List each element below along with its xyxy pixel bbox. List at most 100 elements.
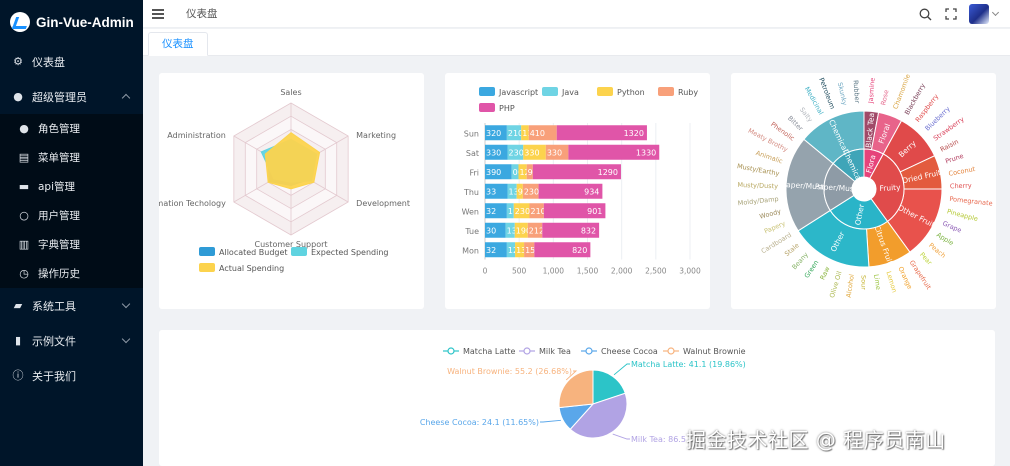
- legend-swatch: [479, 103, 495, 112]
- bar-segment: [485, 222, 506, 238]
- sidebar-item-label: api管理: [38, 181, 76, 193]
- pie-slice: [569, 392, 628, 439]
- bar-segment: [506, 203, 514, 219]
- fullscreen-icon[interactable]: [941, 4, 961, 24]
- sunburst-outer-label: Musty/Earthy: [736, 162, 780, 178]
- bar-data-label: 230: [509, 148, 524, 157]
- user-icon: ●: [13, 89, 23, 103]
- legend-label: Java: [561, 88, 579, 97]
- bar-segment: [521, 125, 529, 141]
- sidebar-item-user-management[interactable]: ○ 用户管理: [0, 201, 143, 230]
- search-icon[interactable]: [915, 4, 935, 24]
- bar-segment: [515, 242, 525, 258]
- sidebar-item-about-us[interactable]: ⓘ 关于我们: [0, 358, 143, 393]
- sidebar-item-label: 示例文件: [32, 334, 76, 348]
- bar-data-label: 330: [547, 148, 562, 157]
- chevron-down-icon[interactable]: [991, 8, 1000, 17]
- sunburst-inner-segment: [832, 148, 865, 183]
- bar-segment: [506, 242, 516, 258]
- bar-segment: [507, 144, 524, 160]
- bar-data-label: 330: [524, 148, 539, 157]
- sidebar-item-label: 超级管理员: [32, 90, 87, 104]
- sidebar-item-system-tools[interactable]: ▰ 系统工具: [0, 288, 143, 323]
- bar-segment: [506, 125, 522, 141]
- pie-label-line: [540, 419, 561, 423]
- sunburst-inner-label: Flora: [864, 154, 877, 174]
- bar-data-label: 410: [530, 129, 545, 138]
- stacked-bar-chart: 05001,0001,5002,0002,5003,000Sun32021011…: [462, 87, 701, 276]
- app-logo[interactable]: Gin-Vue-Admin: [0, 0, 143, 44]
- bar-data-label: 134: [509, 187, 524, 196]
- avatar-icon: ●: [19, 121, 29, 135]
- sidebar-item-menu-management[interactable]: ▤ 菜单管理: [0, 143, 143, 172]
- bar-segment: [524, 242, 535, 258]
- menu-list-icon: ▤: [18, 150, 30, 164]
- legend-label: Expected Spending: [311, 248, 388, 257]
- bar-segment: [485, 164, 512, 180]
- bar-data-label: 90: [528, 168, 538, 177]
- legend-swatch: [291, 247, 307, 256]
- monitor-icon: ▬: [18, 179, 30, 193]
- legend-swatch: [542, 87, 558, 96]
- sunburst-inner-segment: [829, 194, 889, 230]
- logo-icon: [10, 12, 30, 32]
- legend-marker: [585, 347, 593, 355]
- bar-data-label: 32: [486, 207, 496, 216]
- pie-chart-card: Matcha Latte: 41.1 (19.86%) Milk Tea: 86.…: [159, 330, 995, 466]
- bar-data-label: 1320: [624, 129, 644, 138]
- sunburst-middle-label: Paper/Musty: [782, 180, 829, 192]
- legend-marker: [523, 347, 531, 355]
- bar-data-label: 230: [524, 187, 539, 196]
- bar-segment: [514, 222, 528, 238]
- bar-segment: [485, 242, 507, 258]
- sidebar-item-role-management[interactable]: ● 角色管理: [0, 114, 143, 143]
- bar-segment: [485, 144, 508, 160]
- sidebar-item-example-files[interactable]: ▮ 示例文件: [0, 323, 143, 358]
- x-tick-label: 1,500: [577, 267, 599, 276]
- legend-swatch: [199, 263, 215, 272]
- y-tick-label: Sat: [466, 149, 479, 158]
- sidebar-item-super-admin[interactable]: ● 超级管理员: [0, 79, 143, 114]
- y-tick-label: Wen: [462, 207, 479, 216]
- radar-indicator-label: Customer Support: [254, 240, 327, 249]
- bar-data-label: 190: [516, 226, 531, 235]
- sunburst-inner-label: Other: [853, 202, 866, 226]
- hamburger-menu-icon[interactable]: [152, 8, 164, 19]
- header-actions: [909, 4, 1000, 24]
- sunburst-outer-label: Pomegranate: [949, 195, 993, 208]
- sidebar-item-operation-history[interactable]: ◷ 操作历史: [0, 259, 143, 288]
- bar-segment: [532, 164, 621, 180]
- x-tick-label: 2,000: [611, 267, 633, 276]
- sunburst-outer-label: Papery: [763, 219, 787, 235]
- sunburst-outer-label: Moldy/Damp: [737, 195, 779, 207]
- legend-swatch: [658, 87, 674, 96]
- clock-icon: ◷: [19, 266, 29, 280]
- legend-label: Python: [617, 88, 645, 97]
- bar-segment: [518, 164, 527, 180]
- sunburst-outer-label: Pear: [918, 251, 934, 267]
- bar-data-label: 210: [508, 129, 523, 138]
- sidebar-item-api-management[interactable]: ▬ api管理: [0, 172, 143, 201]
- chevron-down-icon: [121, 334, 131, 344]
- tab-dashboard[interactable]: 仪表盘: [148, 32, 208, 56]
- legend-label: Ruby: [678, 88, 698, 97]
- bar-data-label: 150: [525, 246, 540, 255]
- sidebar-item-label: 字典管理: [38, 239, 80, 251]
- sidebar-item-dictionary-management[interactable]: ▥ 字典管理: [0, 230, 143, 259]
- x-tick-label: 3,000: [679, 267, 701, 276]
- avatar[interactable]: [969, 4, 989, 24]
- bar-data-label: 33: [486, 187, 496, 196]
- bar-data-label: 212: [529, 226, 544, 235]
- chart-icon: ▮: [14, 333, 22, 347]
- legend-label: Allocated Budget: [219, 248, 288, 257]
- bar-segment: [485, 183, 508, 199]
- sidebar-item-dashboard[interactable]: ⚙ 仪表盘: [0, 44, 143, 79]
- radar-indicator-label: Marketing: [356, 131, 396, 140]
- bar-segment: [485, 203, 507, 219]
- bar-segment: [545, 144, 569, 160]
- legend-label: Cheese Cocoa: [601, 347, 658, 356]
- legend-label: Matcha Latte: [463, 347, 515, 356]
- stacked-bar-chart-card: 05001,0001,5002,0002,5003,000Sun32021011…: [445, 73, 710, 309]
- bar-data-label: 210: [530, 207, 545, 216]
- legend-swatch: [597, 87, 613, 96]
